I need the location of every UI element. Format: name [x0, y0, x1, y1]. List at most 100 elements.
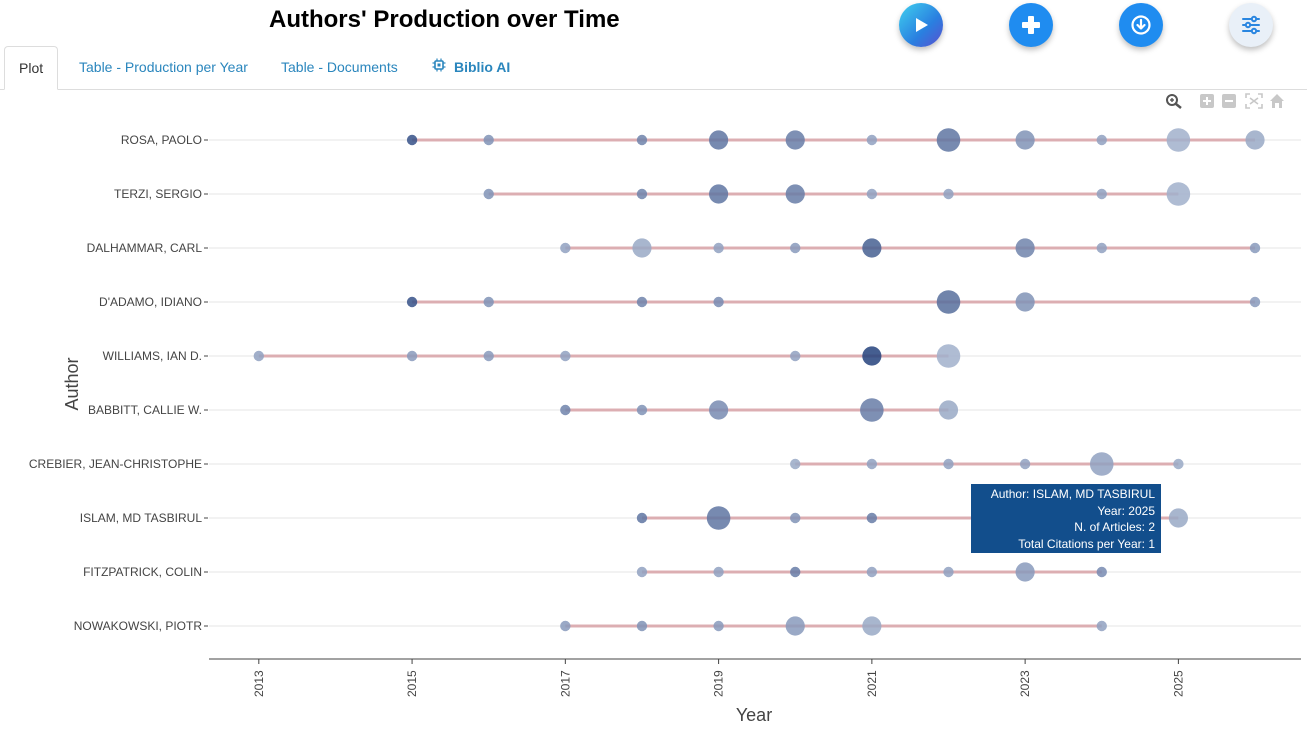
data-point — [706, 506, 731, 530]
data-point — [406, 134, 418, 146]
y-tick-label: WILLIAMS, IAN D. — [103, 349, 202, 363]
data-point — [636, 188, 648, 200]
data-point — [483, 188, 494, 200]
svg-text:N. of Articles: 2: N. of Articles: 2 — [1074, 520, 1155, 534]
tooltip-articles-value: 2 — [1148, 520, 1155, 534]
zoom-out-icon[interactable] — [1221, 93, 1237, 114]
points — [253, 128, 1265, 636]
tooltip-year-label: Year: — [1097, 504, 1125, 518]
y-tick-label: CREBIER, JEAN-CHRISTOPHE — [29, 457, 202, 471]
y-tick-label: DALHAMMAR, CARL — [87, 241, 203, 255]
data-point — [1089, 452, 1114, 476]
y-tick-label: ISLAM, MD TASBIRUL — [80, 511, 203, 525]
x-tick-label: 2019 — [712, 670, 726, 697]
tooltip-author-label: Author: — [991, 487, 1030, 501]
data-point — [1096, 242, 1107, 254]
data-point — [636, 296, 648, 308]
data-point — [785, 130, 805, 150]
data-point — [713, 620, 724, 632]
data-point — [483, 296, 494, 308]
data-point — [636, 134, 648, 146]
x-tick-label: 2021 — [865, 670, 879, 697]
tab-biblio-ai[interactable]: Biblio AI — [418, 46, 524, 88]
play-button[interactable] — [899, 3, 943, 47]
data-point — [936, 128, 961, 152]
data-point — [632, 238, 652, 258]
data-point — [713, 566, 724, 578]
data-point — [636, 620, 648, 632]
data-point — [938, 400, 959, 420]
y-tick-label: TERZI, SERGIO — [114, 187, 202, 201]
data-point — [709, 184, 729, 204]
data-point — [483, 134, 494, 146]
data-point — [1096, 188, 1107, 200]
y-tick-labels: ROSA, PAOLO TERZI, SERGIO DALHAMMAR, CARL D… — [29, 133, 208, 633]
x-tick-label: 2013 — [252, 670, 266, 697]
data-point — [790, 512, 801, 524]
tab-production-per-year[interactable]: Table - Production per Year — [79, 59, 248, 75]
data-point — [866, 188, 878, 200]
y-tick-label: NOWAKOWSKI, PIOTR — [74, 619, 203, 633]
data-point — [636, 566, 648, 578]
data-point — [862, 346, 882, 366]
data-point — [785, 616, 805, 636]
x-tick-label: 2015 — [405, 670, 419, 697]
timelines — [258, 138, 1256, 628]
data-point — [1249, 296, 1261, 308]
data-point — [636, 404, 648, 416]
y-tick-label: BABBITT, CALLIE W. — [88, 403, 202, 417]
data-point — [1096, 134, 1107, 146]
tooltip-author-value: ISLAM, MD TASBIRUL — [1033, 487, 1156, 501]
data-point — [1015, 130, 1035, 150]
zoom-in-icon[interactable] — [1199, 93, 1215, 114]
autoscale-icon[interactable] — [1245, 93, 1263, 114]
y-tick-label: ROSA, PAOLO — [121, 133, 202, 147]
x-tick-label: 2025 — [1171, 670, 1185, 697]
data-point — [790, 458, 801, 470]
sliders-icon — [1240, 14, 1262, 36]
data-point — [253, 350, 265, 362]
data-point — [713, 296, 724, 308]
tooltip-citations-value: 1 — [1148, 537, 1155, 551]
data-point — [866, 512, 878, 524]
data-point — [1096, 566, 1107, 578]
tab-documents[interactable]: Table - Documents — [281, 59, 398, 75]
download-button[interactable] — [1119, 3, 1163, 47]
page-title: Authors' Production over Time — [269, 6, 620, 33]
tooltip-articles-label: N. of Articles: — [1074, 520, 1145, 534]
grid — [209, 139, 1301, 627]
data-point — [1166, 128, 1191, 152]
zoom-icon[interactable] — [1165, 93, 1183, 114]
data-point — [406, 350, 418, 362]
data-point — [483, 350, 494, 362]
data-point — [943, 566, 954, 578]
tab-plot[interactable]: Plot — [4, 46, 59, 90]
data-point — [1015, 562, 1035, 582]
data-point — [1173, 458, 1184, 470]
home-icon[interactable] — [1269, 93, 1285, 114]
data-point — [709, 400, 729, 420]
data-point — [1015, 292, 1035, 312]
svg-text:Total Citations per Year: 1: Total Citations per Year: 1 — [1018, 537, 1155, 551]
data-point — [1245, 130, 1265, 150]
data-point — [936, 290, 961, 314]
add-button[interactable] — [1009, 3, 1053, 47]
data-point — [860, 398, 884, 422]
x-axis: 2013 2015 2017 2019 2021 2023 2025 — [209, 658, 1301, 697]
data-point — [709, 130, 729, 150]
data-point — [560, 242, 571, 254]
tooltip-citations-label: Total Citations per Year: — [1018, 537, 1145, 551]
data-point — [1166, 182, 1191, 206]
data-point — [790, 566, 801, 578]
svg-text:Author: ISLAM, MD TASBIRUL: Author: ISLAM, MD TASBIRUL — [991, 487, 1156, 501]
tab-bar: Plot Table - Production per Year Table -… — [0, 46, 1307, 90]
settings-button[interactable] — [1229, 3, 1273, 47]
y-axis-title: Author — [62, 357, 82, 410]
chip-icon — [432, 46, 446, 88]
download-icon — [1130, 14, 1152, 36]
x-axis-title: Year — [736, 705, 772, 725]
play-icon — [911, 15, 931, 35]
data-point — [1168, 508, 1188, 528]
data-point — [936, 344, 961, 368]
